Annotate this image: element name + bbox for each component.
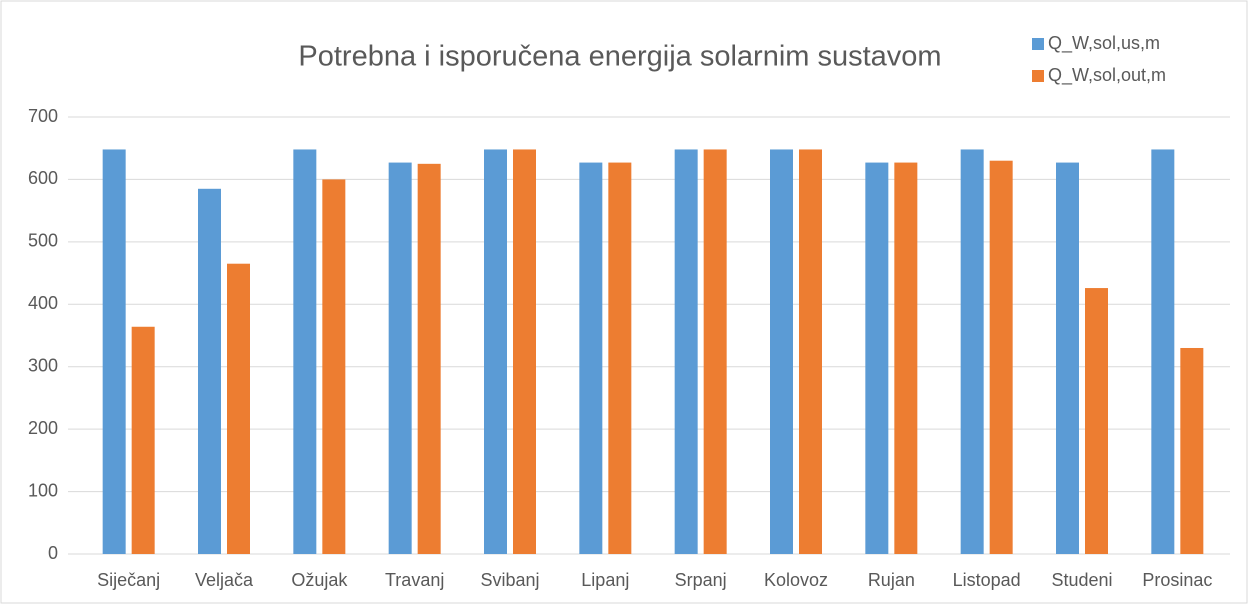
x-tick-label: Srpanj [675,570,727,590]
chart-title: Potrebna i isporučena energija solarnim … [298,41,941,73]
y-tick-label: 200 [28,418,58,438]
bar [894,162,918,554]
y-tick-label: 300 [28,355,58,375]
y-tick-label: 0 [48,543,58,563]
bar [417,163,441,555]
legend-label: Q_W,sol,out,m [1048,65,1166,86]
x-tick-label: Ožujak [291,570,348,590]
bar [799,149,822,554]
x-tick-label: Veljača [195,570,254,590]
bar [1085,288,1108,554]
y-tick-label: 700 [28,106,58,126]
bar [703,149,727,554]
bar [513,149,536,554]
bar [198,188,221,555]
bar [388,162,412,554]
bar [322,179,346,554]
x-tick-label: Studeni [1051,570,1112,590]
legend-swatch [1032,38,1044,50]
x-tick-label: Listopad [953,570,1021,590]
bar [227,263,250,554]
bar [579,162,603,554]
x-tick-label: Kolovoz [764,570,828,590]
x-tick-label: Rujan [868,570,915,590]
bar [102,149,126,554]
bar [674,149,698,554]
bar [770,149,793,554]
x-tick-label: Lipanj [581,570,629,590]
y-tick-label: 100 [28,480,58,500]
bar [484,149,507,554]
x-tick-label: Prosinac [1142,570,1212,590]
x-tick-label: Siječanj [97,570,160,590]
bar [865,162,889,554]
y-tick-label: 600 [28,168,58,188]
bar [989,160,1013,554]
x-tick-label: Svibanj [480,570,539,590]
bar [131,326,155,554]
legend-label: Q_W,sol,us,m [1048,33,1160,54]
legend-swatch [1032,70,1044,82]
bar [608,162,632,554]
bar [960,149,984,554]
y-tick-label: 500 [28,231,58,251]
bar [1180,347,1204,554]
x-tick-label: Travanj [385,570,444,590]
bar [293,149,317,554]
y-tick-label: 400 [28,293,58,313]
bar [1056,162,1079,554]
bar [1151,149,1175,554]
